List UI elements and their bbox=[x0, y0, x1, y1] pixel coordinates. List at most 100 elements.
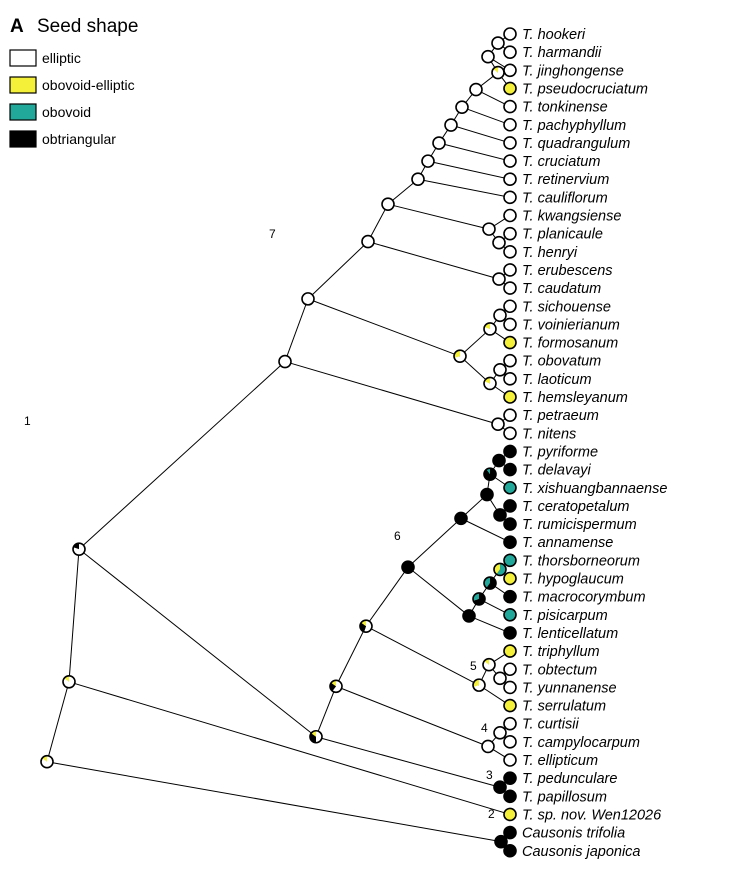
taxon-label: T. formosanum bbox=[522, 336, 618, 352]
tip-7-fill bbox=[503, 154, 517, 168]
node-d5-slice-1 bbox=[454, 350, 460, 359]
node-f1 bbox=[491, 417, 505, 432]
node-n4-fill bbox=[481, 739, 495, 754]
legend-label-obovoid-elliptic: obovoid-elliptic bbox=[42, 77, 135, 93]
tip-27 bbox=[503, 517, 517, 531]
tip-25 bbox=[503, 480, 517, 495]
node-g4 bbox=[480, 487, 494, 502]
tip-29 bbox=[503, 553, 517, 568]
tip-10 bbox=[503, 208, 517, 223]
node-og-fill bbox=[494, 834, 508, 849]
legend-swatch-obovoid bbox=[9, 103, 37, 121]
legend-label-obtriangular: obtriangular bbox=[42, 131, 116, 147]
node-j3 bbox=[309, 729, 323, 744]
tip-16 bbox=[503, 317, 517, 332]
tip-43 bbox=[503, 807, 517, 822]
node-g4-fill bbox=[480, 487, 494, 502]
taxon-label: T. rumicispermum bbox=[522, 517, 637, 533]
taxon-label: T. kwangsiense bbox=[522, 209, 621, 225]
node-e1-fill bbox=[301, 292, 315, 306]
branch-a5-1 bbox=[450, 124, 511, 144]
node-d2 bbox=[483, 322, 497, 336]
tip-13 bbox=[503, 263, 517, 277]
tip-20 bbox=[503, 390, 517, 404]
tip-6-fill bbox=[503, 136, 517, 150]
tip-9-fill bbox=[503, 190, 517, 205]
taxon-label: T. macrocorymbum bbox=[522, 590, 646, 606]
node-a1-fill bbox=[491, 36, 505, 50]
node-d4-ring bbox=[483, 376, 497, 391]
taxon-label: T. erubescens bbox=[522, 263, 613, 279]
taxon-label: Causonis trifolia bbox=[522, 826, 625, 842]
node-i2-slice-0 bbox=[482, 658, 495, 671]
taxon-label: T. lenticellatum bbox=[522, 626, 618, 642]
node-a6-fill bbox=[432, 136, 446, 150]
node-n3-fill bbox=[493, 780, 507, 795]
node-h1 bbox=[493, 562, 507, 577]
tip-22 bbox=[503, 426, 517, 441]
tree-branches bbox=[46, 33, 511, 852]
node-j1-slice-0 bbox=[364, 620, 372, 633]
branch-j1-1 bbox=[365, 625, 480, 686]
tip-25-fill bbox=[503, 480, 517, 495]
tip-23-fill bbox=[503, 444, 517, 459]
tip-14 bbox=[503, 281, 517, 295]
tip-16-fill bbox=[503, 317, 517, 332]
tip-39-fill bbox=[503, 735, 517, 749]
tip-36-fill bbox=[503, 680, 517, 695]
node-j1-ring bbox=[359, 619, 373, 633]
tip-1-fill bbox=[503, 45, 517, 59]
branch-e1-0 bbox=[307, 241, 369, 300]
node-number-5: 5 bbox=[470, 659, 477, 673]
node-a4-fill bbox=[455, 100, 469, 114]
taxon-label: T. retinervium bbox=[522, 172, 609, 188]
branch-e1-1 bbox=[307, 298, 461, 357]
node-a8-fill bbox=[411, 172, 425, 187]
node-h1-ring bbox=[493, 562, 507, 577]
node-i1 bbox=[493, 671, 507, 686]
taxon-label: T. obovatum bbox=[522, 354, 601, 370]
taxon-label: T. thorsborneorum bbox=[522, 553, 640, 569]
tip-markers bbox=[503, 27, 517, 858]
node-k1-fill bbox=[493, 725, 507, 740]
node-d4-slice-0 bbox=[484, 377, 497, 390]
node-number-6: 6 bbox=[394, 529, 401, 543]
tip-10-fill bbox=[503, 208, 517, 223]
tip-33-fill bbox=[503, 626, 517, 640]
node-a8 bbox=[411, 172, 425, 187]
node-g3-fill bbox=[493, 508, 507, 522]
branch-n7-1 bbox=[284, 361, 499, 425]
tip-40-fill bbox=[503, 753, 517, 767]
branch-n6-0 bbox=[407, 518, 462, 568]
node-n6-fill bbox=[401, 560, 415, 574]
tip-44-fill bbox=[503, 825, 517, 840]
node-n7-fill bbox=[278, 354, 292, 369]
taxon-label: T. planicaule bbox=[522, 227, 603, 243]
node-d5-ring bbox=[453, 349, 467, 363]
node-r1-slice-1 bbox=[73, 543, 79, 550]
node-n6 bbox=[401, 560, 415, 574]
taxon-label: T. sichouense bbox=[522, 299, 611, 315]
node-a2 bbox=[481, 49, 495, 64]
node-b3 bbox=[492, 272, 506, 286]
tip-26 bbox=[503, 499, 517, 513]
taxon-label: T. obtectum bbox=[522, 662, 597, 678]
node-g5-fill bbox=[454, 511, 468, 526]
node-j2 bbox=[329, 679, 343, 694]
node-b2-fill bbox=[482, 222, 496, 236]
node-g1 bbox=[492, 453, 506, 468]
node-og bbox=[494, 834, 508, 849]
node-g2-ring bbox=[483, 467, 497, 481]
node-c2 bbox=[361, 234, 375, 249]
taxon-label: T. petraeum bbox=[522, 408, 599, 424]
node-k1 bbox=[493, 725, 507, 740]
tip-24 bbox=[503, 462, 517, 477]
tip-0 bbox=[503, 27, 517, 41]
tip-2-fill bbox=[503, 63, 517, 78]
taxon-label: T. serrulatum bbox=[522, 699, 606, 715]
node-r1 bbox=[72, 542, 86, 556]
node-root-slice-0 bbox=[40, 755, 53, 768]
taxon-label: T. papillosum bbox=[522, 789, 607, 805]
tip-18-fill bbox=[503, 353, 517, 368]
tip-1 bbox=[503, 45, 517, 59]
